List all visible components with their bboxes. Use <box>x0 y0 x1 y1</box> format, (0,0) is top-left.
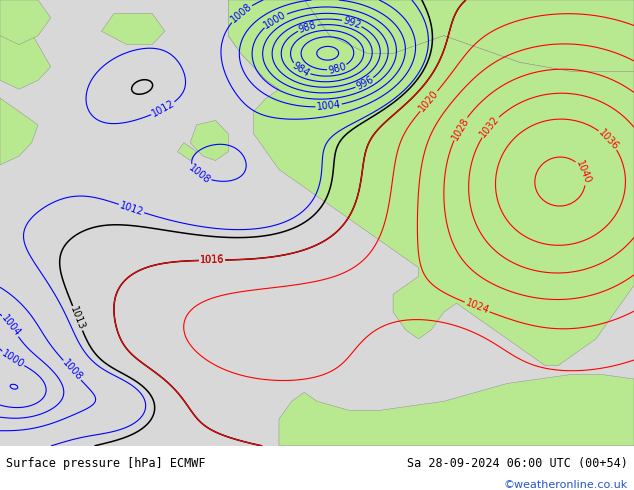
Text: 980: 980 <box>327 61 347 75</box>
Polygon shape <box>304 0 634 72</box>
Text: 1012: 1012 <box>118 200 145 217</box>
Text: 1004: 1004 <box>0 313 22 339</box>
Text: 1016: 1016 <box>200 255 224 266</box>
Text: 992: 992 <box>342 15 363 30</box>
Polygon shape <box>178 143 197 161</box>
Text: Sa 28-09-2024 06:00 UTC (00+54): Sa 28-09-2024 06:00 UTC (00+54) <box>407 457 628 470</box>
Polygon shape <box>0 0 51 45</box>
Text: 1000: 1000 <box>0 348 26 370</box>
Text: 1012: 1012 <box>150 98 176 119</box>
Text: 1016: 1016 <box>200 255 224 266</box>
Text: 984: 984 <box>291 60 311 79</box>
Polygon shape <box>101 13 165 45</box>
Text: 1008: 1008 <box>60 358 84 383</box>
Polygon shape <box>228 0 330 89</box>
Polygon shape <box>0 98 38 165</box>
Text: 1032: 1032 <box>478 114 501 140</box>
Text: 1004: 1004 <box>316 100 341 112</box>
Text: 1028: 1028 <box>450 115 470 142</box>
Text: 996: 996 <box>354 74 375 92</box>
Text: 1020: 1020 <box>417 89 441 114</box>
Text: 988: 988 <box>297 20 318 35</box>
Text: 1000: 1000 <box>262 9 288 30</box>
Text: Surface pressure [hPa] ECMWF: Surface pressure [hPa] ECMWF <box>6 457 206 470</box>
Polygon shape <box>190 121 228 161</box>
Text: 1024: 1024 <box>464 298 490 316</box>
Text: 1008: 1008 <box>186 163 212 186</box>
Text: ©weatheronline.co.uk: ©weatheronline.co.uk <box>503 480 628 490</box>
Text: 1008: 1008 <box>229 1 254 25</box>
Text: 1013: 1013 <box>68 305 87 332</box>
Polygon shape <box>279 374 634 446</box>
Polygon shape <box>228 0 634 366</box>
Polygon shape <box>0 0 51 89</box>
Text: 1036: 1036 <box>597 127 621 152</box>
Text: 1040: 1040 <box>574 159 593 186</box>
